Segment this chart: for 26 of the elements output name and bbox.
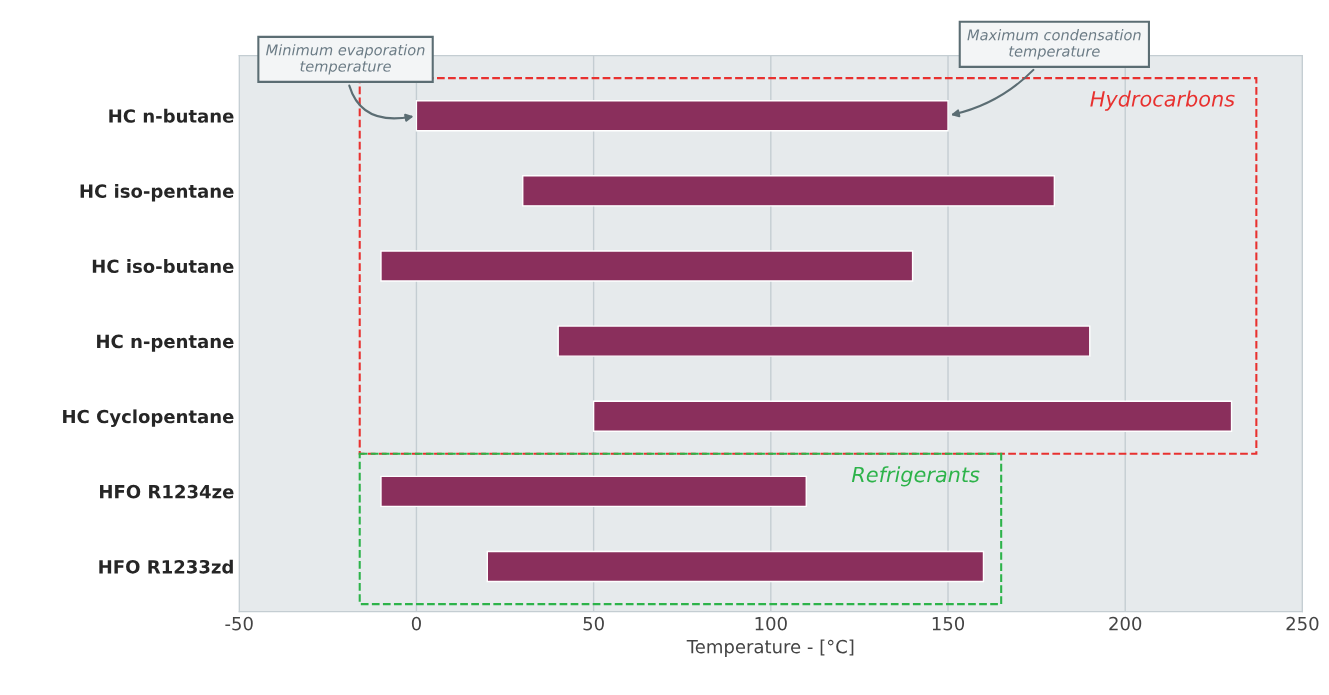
bar: [592, 400, 1233, 432]
y-tick-label: HC iso-pentane: [80, 183, 234, 202]
x-tick-label: 100: [755, 616, 787, 631]
y-tick-label: HC n-pentane: [97, 334, 234, 352]
annotation: Minimum evaporation temperature: [266, 44, 425, 75]
x-tick-label: 200: [1109, 616, 1142, 631]
y-tick-label: HFO R1234ze: [100, 484, 234, 499]
bar: [486, 550, 985, 583]
x-axis-title: Temperature - [°C]: [686, 639, 854, 657]
y-tick-label: HC Cyclopentane: [63, 409, 234, 427]
bar: [557, 325, 1091, 357]
x-tick-label: 150: [932, 616, 965, 631]
annotation: Refrigerants: [851, 466, 980, 487]
x-tick-label: 50: [583, 616, 604, 631]
annotation: Maximum condensation temperature: [967, 29, 1141, 60]
bar: [415, 99, 949, 132]
bar: [380, 250, 914, 282]
y-tick-label: HC iso-butane: [92, 259, 234, 274]
x-tick-label: 0: [411, 616, 421, 631]
y-tick-label: HFO R1233zd: [99, 559, 233, 574]
bar: [380, 475, 807, 508]
x-tick-label: 250: [1286, 616, 1319, 631]
bar: [522, 175, 1056, 207]
x-tick-label: -50: [225, 616, 253, 631]
y-tick-label: HC n-butane: [109, 108, 234, 123]
annotation: Hydrocarbons: [1090, 90, 1235, 111]
